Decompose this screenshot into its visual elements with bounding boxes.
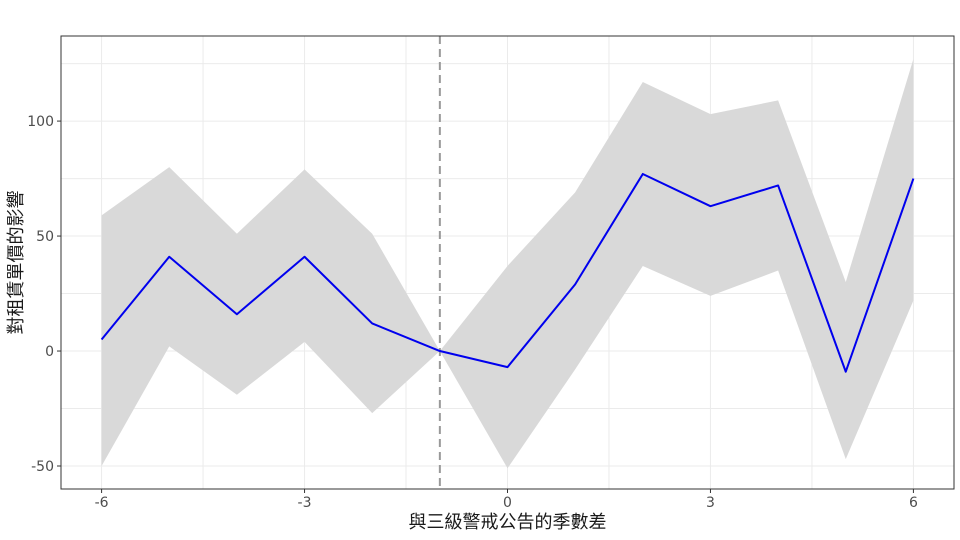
y-tick-label: 0 [45, 344, 54, 360]
y-tick-label: 50 [36, 229, 54, 245]
x-tick-label: 6 [909, 495, 918, 511]
x-tick-label: -3 [298, 495, 312, 511]
series-line-layer [100, 172, 915, 373]
y-axis-title: 對租賃單價的影響 [6, 191, 27, 335]
x-axis-title: 與三級警戒公告的季數差 [409, 512, 607, 533]
x-tick-label: 0 [503, 495, 512, 511]
x-tick-label: -6 [95, 495, 109, 511]
confidence-band [101, 58, 914, 469]
y-tick-label: -50 [31, 459, 54, 475]
confidence-band-layer [101, 58, 914, 469]
x-tick-label: 3 [706, 495, 715, 511]
tick-layer: -6 -3 0 3 6 -50 0 50 100 [27, 114, 918, 511]
y-tick-label: 100 [27, 114, 54, 130]
